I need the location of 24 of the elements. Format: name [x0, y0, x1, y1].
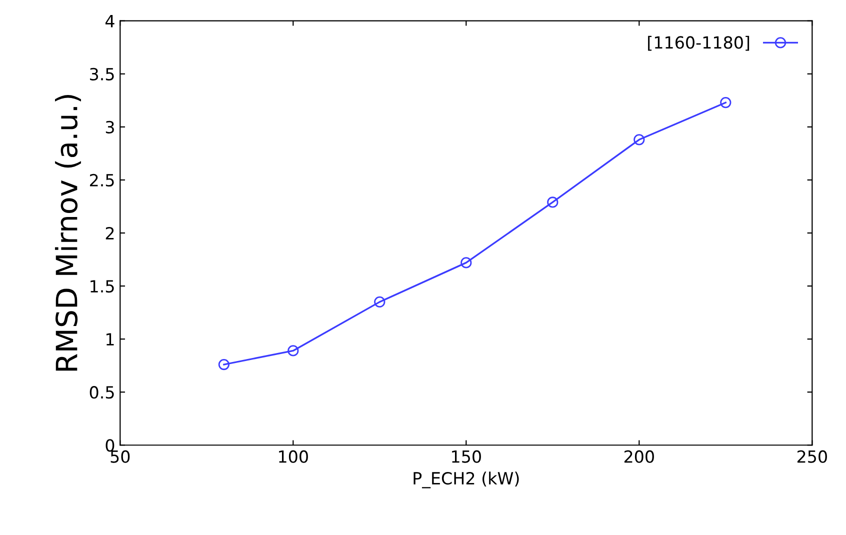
x-axis-title: P_ECH2 (kW) — [414, 472, 519, 488]
y-axis-title: RMSD Mirnov (a.u.) — [54, 95, 81, 371]
point — [374, 296, 386, 308]
point — [547, 196, 558, 208]
point — [720, 96, 732, 108]
x-tick-label: 50 — [110, 450, 130, 463]
y-tick-label: 3.5 — [90, 68, 114, 80]
y-tick-label: 1 — [106, 333, 114, 346]
y-tick-label: 1.5 — [90, 280, 114, 293]
x-tick-label: 250 — [797, 450, 827, 463]
point — [288, 345, 299, 356]
point — [460, 257, 472, 268]
x-tick-label: 200 — [624, 450, 654, 463]
y-tick-label: 4 — [105, 15, 114, 28]
point — [634, 134, 645, 146]
y-tick-label: 0.5 — [90, 386, 114, 399]
y-tick-label: 2.5 — [90, 174, 114, 187]
y-tick-label: 2 — [106, 226, 114, 240]
legend-label: [1160-1180] — [648, 36, 750, 51]
point — [218, 358, 230, 370]
x-tick-label: 100 — [279, 450, 308, 463]
y-tick-label: 3 — [106, 120, 114, 134]
x-tick-label: 150 — [452, 450, 481, 463]
y-tick-label: 0 — [106, 439, 114, 452]
